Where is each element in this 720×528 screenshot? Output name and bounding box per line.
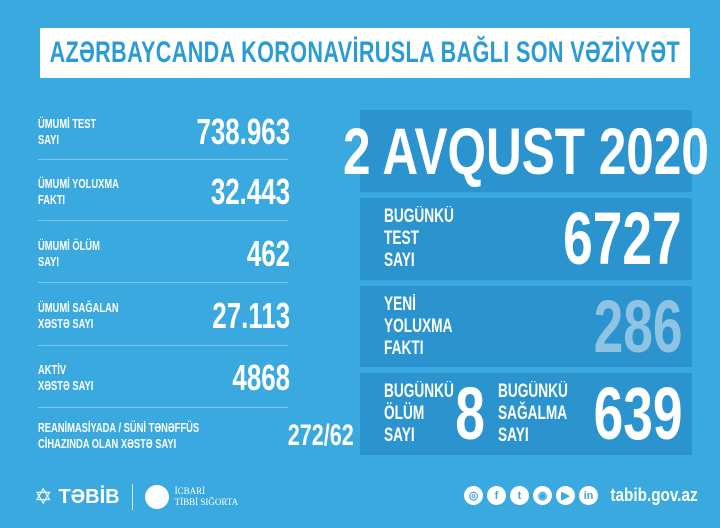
new-cases-panel: YENİ YOLUXMA FAKTI 286: [360, 286, 692, 367]
stat-label: ÜMUMİ SAĞALAN: [38, 300, 119, 315]
title: AZƏRBAYCANDA KORONAVİRUSLA BAĞLI SON VƏZ…: [49, 36, 681, 69]
stat-value: 738.963: [196, 111, 290, 152]
today-test-value: 6727: [563, 197, 682, 280]
website-link[interactable]: tabib.gov.az: [610, 485, 698, 505]
linkedin-icon[interactable]: in: [579, 486, 598, 505]
label: YENİ: [384, 293, 416, 315]
divider: [38, 282, 288, 283]
stat-row: ÜMUMİ TEST SAYI 738.963: [38, 108, 290, 156]
stat-label: ÜMUMİ ÖLÜM: [38, 238, 100, 253]
label: BUGÜNKÜ: [384, 206, 454, 227]
stat-label: AKTİV: [38, 362, 67, 377]
deaths-recovered-panel: BUGÜNKÜ ÖLÜM SAYI 8 BUGÜNKÜ SAĞALMA SAYI 639: [360, 373, 692, 455]
recovered-value: 639: [593, 372, 682, 455]
insurance-logo-icon: [144, 485, 169, 509]
stat-label: SAYI: [38, 132, 59, 147]
stat-row: ÜMUMİ YOLUXMA FAKTI 32.443: [38, 168, 290, 216]
tabib-logo: TƏBİB: [58, 485, 120, 508]
label: YOLUXMA: [384, 315, 453, 337]
divider: [38, 345, 288, 346]
label: TEST: [384, 228, 419, 249]
divider: [38, 159, 288, 160]
stat-label: REANİMASİYADA / SÜNİ TƏNƏFFÜS: [38, 420, 200, 435]
facebook-icon[interactable]: f: [487, 486, 506, 505]
stat-label: XƏSTƏ SAYI: [38, 378, 94, 393]
stat-row: ÜMUMİ SAĞALAN XƏSTƏ SAYI 27.113: [38, 292, 290, 340]
stat-row: AKTİV XƏSTƏ SAYI 4868: [38, 354, 290, 402]
divider: [38, 220, 288, 221]
label: ÖLÜM: [384, 403, 425, 424]
web-icon[interactable]: ◎: [464, 486, 483, 505]
stat-label: CİHAZINDA OLAN XƏSTƏ SAYI: [38, 436, 177, 451]
footer: ✡ TƏBİB İCBARİ TİBBİ SIĞORTA ◎ f t ◉ ▶ in…: [0, 478, 720, 518]
twitter-icon[interactable]: t: [510, 486, 529, 505]
date: 2 AVQUST 2020: [343, 114, 709, 188]
stat-label: XƏSTƏ SAYI: [38, 316, 94, 331]
insurance-logo-text: TİBBİ SIĞORTA: [174, 497, 239, 507]
divider: [38, 407, 288, 408]
stat-label: FAKTI: [38, 192, 66, 207]
stat-value: 272/62: [287, 419, 354, 452]
tabib-star-icon: ✡: [34, 484, 53, 509]
stat-value: 462: [246, 233, 290, 274]
stat-row: ÜMUMİ ÖLÜM SAYI 462: [38, 230, 290, 278]
date-panel: 2 AVQUST 2020: [343, 110, 709, 192]
stat-label: ÜMUMİ YOLUXMA: [38, 176, 119, 191]
new-cases-value: 286: [593, 284, 682, 368]
today-test-panel: BUGÜNKÜ TEST SAYI 6727: [360, 198, 692, 280]
instagram-icon[interactable]: ◉: [533, 486, 552, 505]
label: SAYI: [498, 425, 530, 446]
label: SAYI: [384, 425, 415, 446]
stat-label: SAYI: [38, 254, 59, 269]
title-banner: AZƏRBAYCANDA KORONAVİRUSLA BAĞLI SON VƏZ…: [40, 28, 690, 78]
divider: [131, 484, 133, 510]
stat-value: 27.113: [212, 295, 290, 336]
label: BUGÜNKÜ: [498, 381, 569, 402]
label: BUGÜNKÜ: [384, 381, 454, 402]
stat-value: 4868: [232, 357, 290, 398]
insurance-logo-text: İCBARİ: [174, 486, 206, 496]
stat-row: REANİMASİYADA / SÜNİ TƏNƏFFÜS CİHAZINDA O…: [38, 414, 354, 458]
deaths-value: 8: [455, 372, 486, 455]
label: SAYI: [384, 250, 415, 271]
youtube-icon[interactable]: ▶: [556, 486, 575, 505]
label: FAKTI: [384, 337, 424, 359]
label: SAĞALMA: [498, 403, 568, 424]
stat-label: ÜMUMİ TEST: [38, 116, 97, 131]
stat-value: 32.443: [210, 171, 290, 212]
